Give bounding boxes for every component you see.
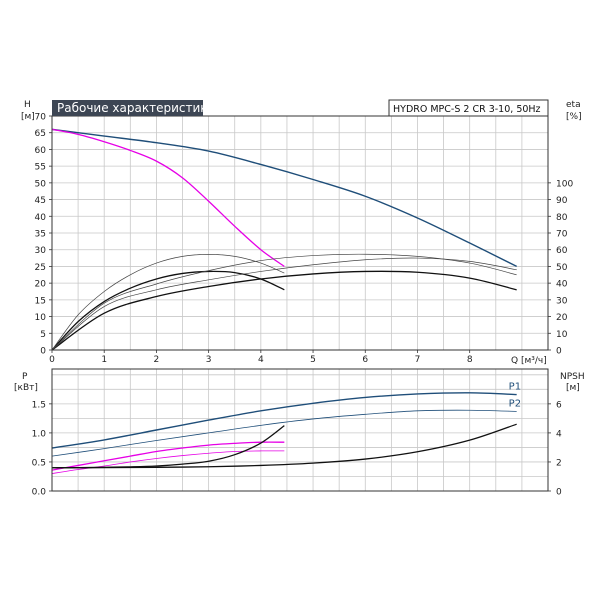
top-right-tick-label: 30 [556, 296, 568, 306]
top-right-axis-unit: [%] [566, 112, 582, 122]
top-left-tick-label: 25 [35, 263, 46, 273]
x-tick-label: 5 [310, 355, 316, 365]
top-series-3-curve [51, 254, 285, 351]
bottom-left-axis-unit: [кВт] [14, 383, 38, 393]
bottom-series-4-curve [51, 425, 285, 469]
bottom-right-axis-unit: [м] [566, 383, 580, 393]
bottom-series-2-curve [51, 441, 285, 471]
top-right-tick-label: 20 [556, 313, 568, 323]
bottom-series-5-curve [51, 423, 517, 469]
top-series-2-curve [51, 270, 285, 351]
top-left-tick-label: 30 [35, 246, 47, 256]
bottom-left-tick-label: 1.0 [32, 429, 47, 439]
top-left-tick-label: 20 [35, 280, 47, 290]
bottom-series-1-curve [51, 409, 517, 457]
bottom-right-tick-label: 0 [556, 488, 562, 498]
top-left-axis-unit: [м] [21, 112, 35, 122]
top-left-tick-label: 15 [35, 296, 46, 306]
x-tick-label: 2 [154, 355, 160, 365]
top-right-tick-label: 70 [556, 230, 568, 240]
top-left-tick-label: 65 [35, 129, 46, 139]
x-tick-label: 1 [101, 355, 107, 365]
top-series-4-curve [51, 270, 517, 351]
label-layer: 0510152025303540455055606570010203040506… [32, 113, 574, 498]
bottom-left-tick-label: 0.5 [32, 458, 46, 468]
x-tick-label: 4 [258, 355, 264, 365]
x-tick-label: 8 [467, 355, 473, 365]
top-left-tick-label: 0 [40, 347, 46, 357]
top-left-tick-label: 35 [35, 230, 46, 240]
top-right-tick-label: 50 [556, 263, 568, 273]
top-right-tick-label: 0 [556, 347, 562, 357]
x-tick-label: 3 [206, 355, 212, 365]
top-left-tick-label: 60 [35, 146, 47, 156]
top-series-0-curve [51, 128, 517, 268]
bottom-panel-frame [51, 368, 549, 492]
top-left-tick-label: 45 [35, 196, 46, 206]
x-tick-label: 6 [362, 355, 368, 365]
top-right-tick-label: 40 [556, 280, 568, 290]
bottom-right-axis-symbol: NPSH [560, 372, 585, 382]
x-tick-label: 7 [415, 355, 421, 365]
bottom-left-tick-label: 0.0 [32, 488, 47, 498]
top-left-axis-symbol: H [24, 100, 31, 110]
bottom-right-tick-label: 2 [556, 458, 562, 468]
series-label-p1: P1 [509, 382, 521, 393]
frame-layer [49, 115, 551, 492]
bottom-left-axis-symbol: P [22, 372, 28, 382]
bottom-right-tick-label: 6 [556, 400, 562, 410]
top-right-tick-label: 100 [556, 179, 573, 189]
top-right-tick-label: 10 [556, 330, 568, 340]
bottom-series-0-curve [51, 392, 517, 449]
series-layer [51, 128, 517, 474]
top-right-tick-label: 60 [556, 246, 568, 256]
x-tick-label: 0 [49, 355, 55, 365]
top-left-tick-label: 50 [35, 179, 47, 189]
series-label-p2: P2 [509, 398, 521, 409]
product-label: HYDRO MPC-S 2 CR 3-10, 50Hz [393, 104, 541, 115]
top-series-1-curve [51, 128, 285, 267]
top-panel-frame [51, 115, 549, 351]
top-series-6-curve [51, 257, 517, 351]
top-right-tick-label: 90 [556, 196, 568, 206]
top-right-tick-label: 80 [556, 213, 568, 223]
top-left-tick-label: 5 [40, 330, 46, 340]
x-axis-label: Q [м³/ч] [511, 356, 547, 366]
top-left-tick-label: 55 [35, 163, 46, 173]
product-label-box: HYDRO MPC-S 2 CR 3-10, 50Hz [388, 99, 549, 117]
bottom-left-tick-label: 1.5 [32, 400, 46, 410]
top-left-tick-label: 10 [35, 313, 47, 323]
top-left-tick-label: 70 [35, 113, 47, 123]
top-right-axis-symbol: eta [566, 100, 581, 110]
chart-title: Рабочие характеристики [57, 101, 215, 115]
chart-title-box: Рабочие характеристики [52, 100, 215, 116]
bottom-right-tick-label: 4 [556, 429, 562, 439]
grid-layer [52, 116, 548, 491]
top-left-tick-label: 40 [35, 213, 47, 223]
